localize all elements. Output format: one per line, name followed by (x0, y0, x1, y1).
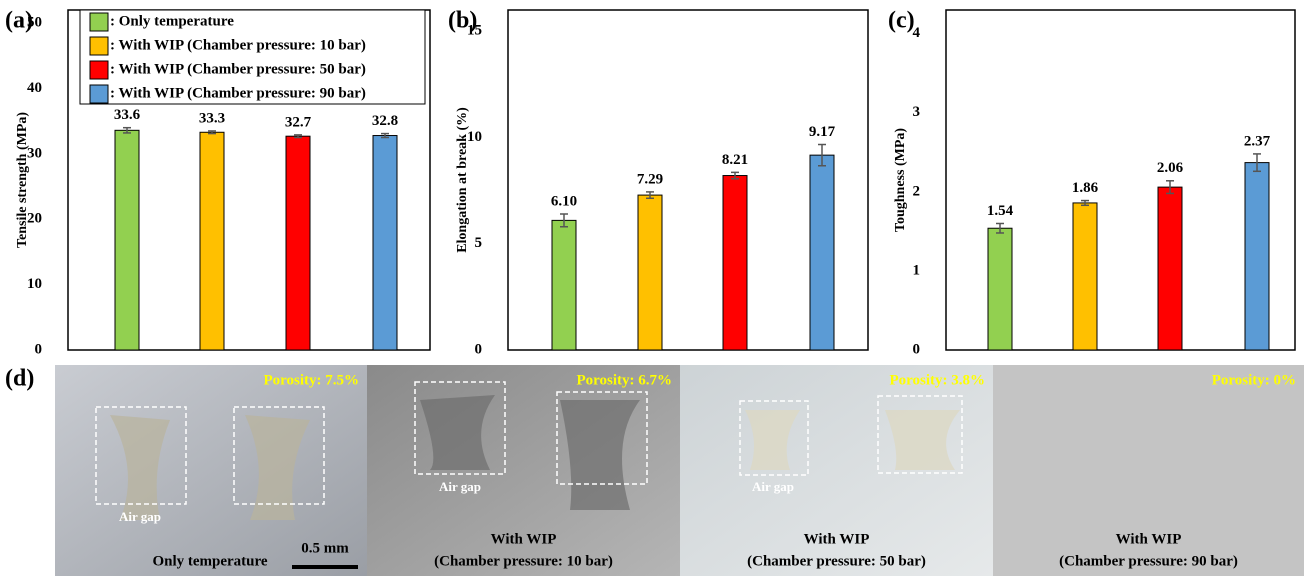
caption: (Chamber pressure: 50 bar) (747, 553, 926, 569)
caption: (Chamber pressure: 90 bar) (1059, 553, 1238, 569)
bar (1158, 187, 1182, 350)
value-label: 6.10 (551, 193, 577, 209)
caption: With WIP (1116, 531, 1182, 547)
air-gap-label: Air gap (752, 479, 794, 494)
bar (988, 228, 1012, 350)
bar (810, 155, 834, 350)
value-label: 1.86 (1072, 180, 1099, 196)
legend-swatch (90, 37, 108, 55)
porosity-label: Porosity: 3.8% (889, 372, 985, 388)
bar (1245, 163, 1269, 350)
air-gap-label: Air gap (119, 509, 161, 524)
y-tick-label: 0 (913, 341, 921, 357)
figure: 0.5 mm (d) 01020304050Tensile strength (… (0, 0, 1304, 577)
caption: (Chamber pressure: 10 bar) (434, 553, 613, 569)
y-tick-label: 0 (475, 341, 483, 357)
legend-swatch (90, 85, 108, 103)
value-label: 2.37 (1244, 133, 1271, 149)
caption: With WIP (804, 531, 870, 547)
bar (1073, 203, 1097, 350)
value-label: 2.06 (1157, 160, 1184, 176)
scale-bar-label: 0.5 mm (301, 540, 349, 556)
panel-label: (d) (5, 366, 34, 392)
panel-label: (b) (448, 8, 477, 34)
y-tick-label: 1 (913, 262, 921, 278)
legend-label: : With WIP (Chamber pressure: 50 bar) (110, 61, 366, 77)
bar (638, 195, 662, 350)
porosity-label: Porosity: 6.7% (576, 372, 672, 388)
value-label: 33.6 (114, 107, 141, 123)
y-axis-label: Tensile strength (MPa) (15, 112, 30, 248)
panel-label: (a) (5, 8, 33, 34)
porosity-label: Porosity: 7.5% (263, 372, 359, 388)
value-label: 9.17 (809, 124, 836, 140)
value-label: 7.29 (637, 171, 663, 187)
legend-swatch (90, 61, 108, 79)
y-axis-label: Toughness (MPa) (893, 128, 908, 232)
bar (723, 176, 747, 350)
bar (373, 136, 397, 350)
y-axis-label: Elongation at break (%) (455, 107, 470, 253)
bar (286, 136, 310, 350)
y-tick-label: 5 (475, 235, 483, 251)
value-label: 8.21 (722, 152, 748, 168)
porosity-label: Porosity: 0% (1212, 372, 1296, 388)
y-tick-label: 0 (35, 341, 43, 357)
legend-label: : With WIP (Chamber pressure: 90 bar) (110, 85, 366, 101)
micrographs: 0.5 mm (d) (5, 365, 1304, 576)
y-tick-label: 40 (27, 80, 42, 96)
y-tick-label: 10 (27, 276, 42, 292)
caption: Only temperature (152, 553, 267, 569)
bar (200, 132, 224, 350)
value-label: 1.54 (987, 203, 1014, 219)
legend-label: : Only temperature (110, 13, 234, 29)
y-tick-label: 2 (913, 183, 921, 199)
y-tick-label: 3 (913, 104, 921, 120)
legend-swatch (90, 13, 108, 31)
panel-label: (c) (888, 8, 915, 34)
bar (552, 220, 576, 350)
bar (115, 130, 139, 350)
value-label: 32.7 (285, 114, 312, 130)
value-label: 33.3 (199, 110, 225, 126)
air-gap-label: Air gap (439, 479, 481, 494)
caption: With WIP (491, 531, 557, 547)
value-label: 32.8 (372, 113, 398, 129)
legend-label: : With WIP (Chamber pressure: 10 bar) (110, 37, 366, 53)
